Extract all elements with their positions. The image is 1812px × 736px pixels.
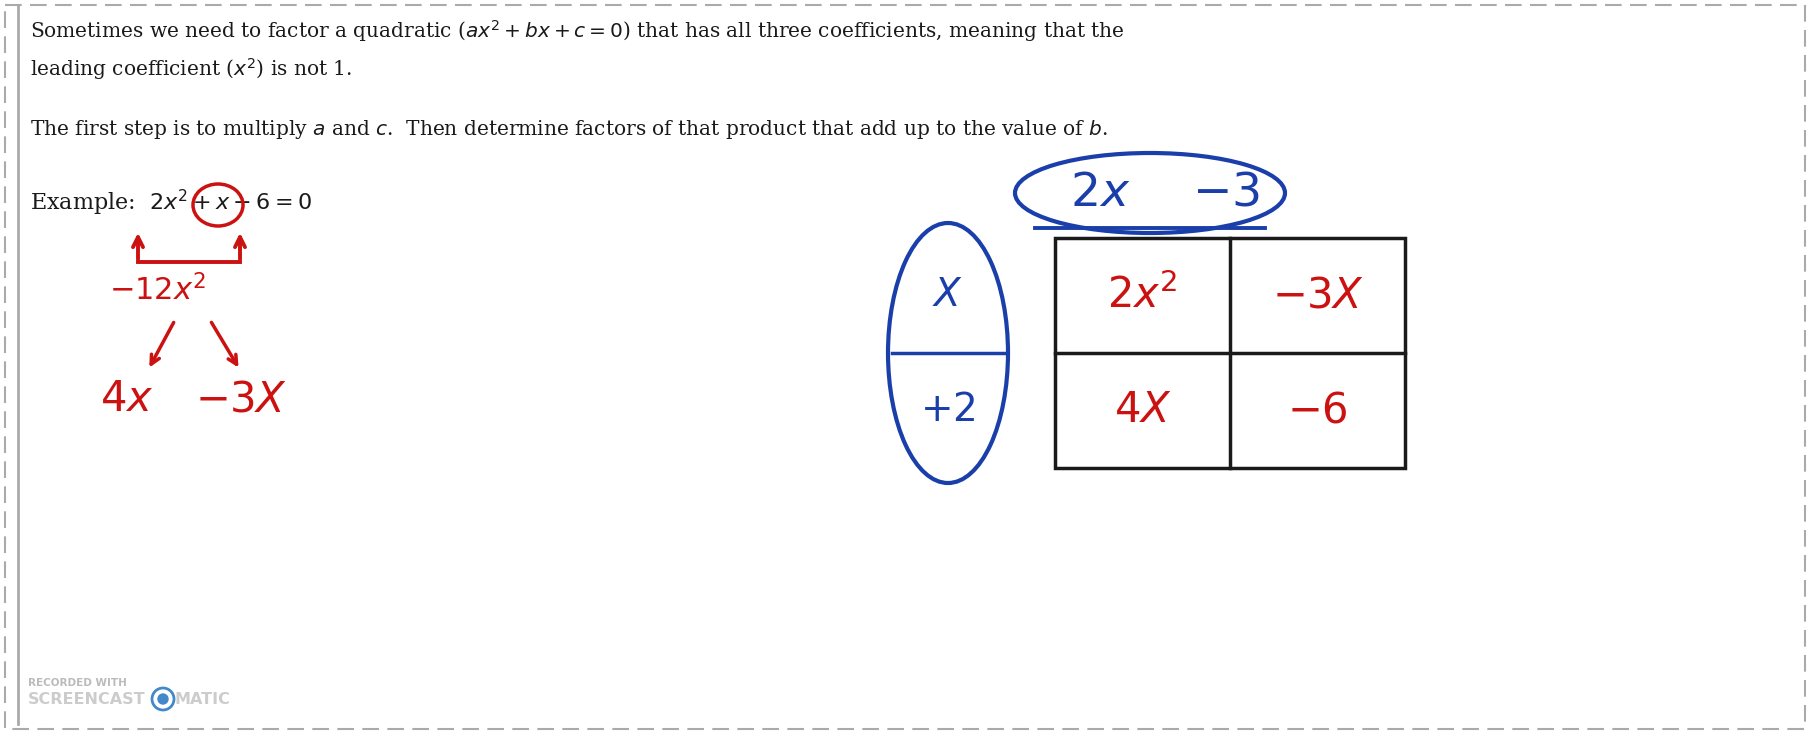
Text: $2x^2$: $2x^2$	[1107, 275, 1178, 316]
Text: The first step is to multiply $a$ and $c$.  Then determine factors of that produ: The first step is to multiply $a$ and $c…	[31, 118, 1107, 141]
Text: $-3X$: $-3X$	[196, 378, 286, 420]
Text: $-3X$: $-3X$	[1272, 275, 1363, 316]
Text: Sometimes we need to factor a quadratic ($ax^2 + bx + c = 0$) that has all three: Sometimes we need to factor a quadratic …	[31, 18, 1125, 44]
Text: $X$: $X$	[933, 277, 964, 314]
Text: $4X$: $4X$	[1114, 389, 1171, 431]
Text: Example:  $2x^2 + x - 6 = 0$: Example: $2x^2 + x - 6 = 0$	[31, 188, 312, 218]
Text: $2x$: $2x$	[1071, 170, 1131, 216]
Text: $-6$: $-6$	[1287, 389, 1348, 431]
Text: SCREENCAST: SCREENCAST	[27, 692, 145, 707]
Circle shape	[158, 694, 169, 704]
Text: $4x$: $4x$	[100, 378, 154, 420]
Text: leading coefficient ($x^2$) is not 1.: leading coefficient ($x^2$) is not 1.	[31, 56, 352, 82]
Text: $+2$: $+2$	[920, 392, 975, 429]
Text: RECORDED WITH: RECORDED WITH	[27, 678, 127, 688]
Text: $-3$: $-3$	[1192, 170, 1259, 216]
Text: $-12x^2$: $-12x^2$	[109, 275, 207, 308]
Text: MATIC: MATIC	[176, 692, 230, 707]
Bar	[1055, 238, 1404, 468]
